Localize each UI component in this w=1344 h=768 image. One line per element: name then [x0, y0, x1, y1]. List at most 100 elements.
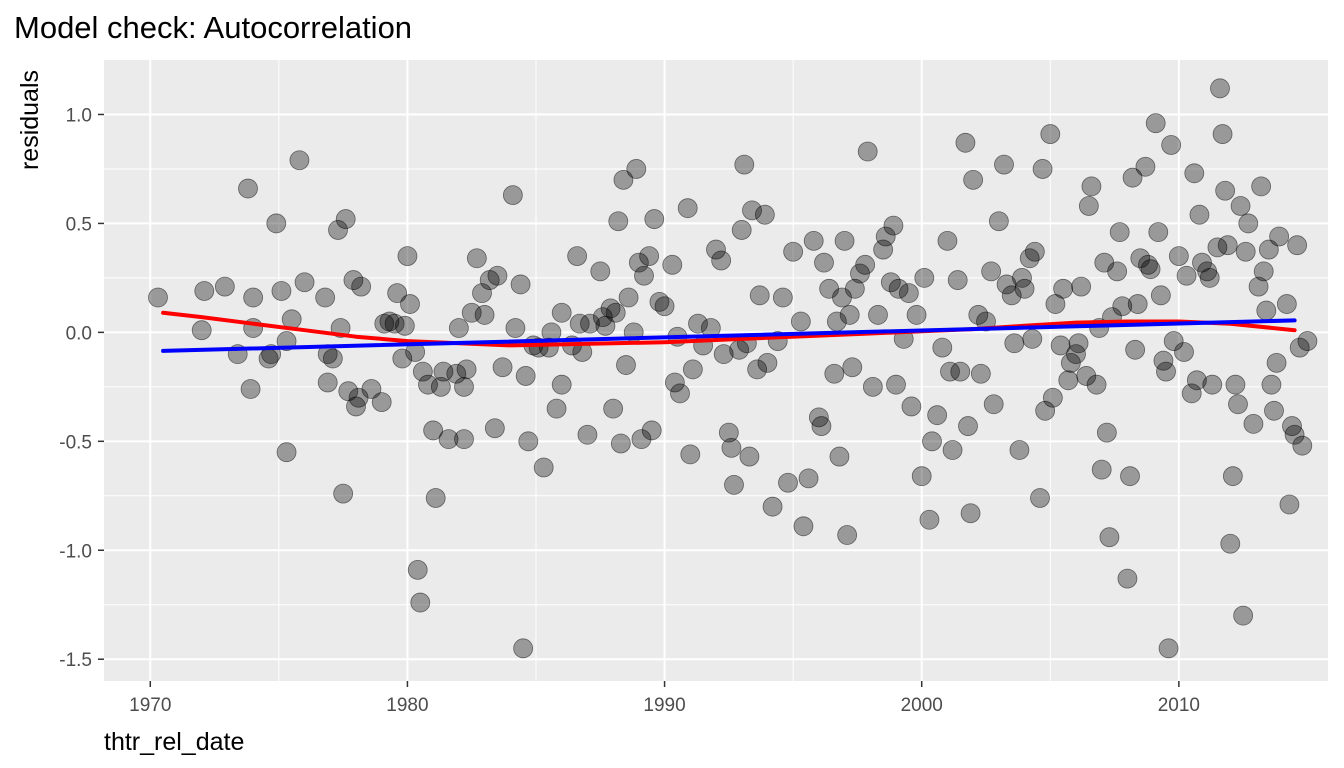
data-point: [747, 359, 768, 380]
data-point: [240, 379, 261, 399]
data-point: [1156, 361, 1176, 382]
data-point: [958, 416, 978, 436]
data-point: [1243, 413, 1264, 434]
y-tick-label: -1.0: [59, 541, 92, 562]
data-point: [749, 285, 770, 306]
data-point: [446, 363, 467, 384]
data-point: [1145, 113, 1166, 134]
data-point: [387, 283, 408, 304]
data-point: [1117, 568, 1138, 589]
data-point: [937, 230, 958, 251]
data-point: [1202, 374, 1223, 395]
data-point: [384, 313, 405, 334]
data-point: [1279, 494, 1300, 515]
data-point: [711, 250, 732, 271]
x-tick-label: 1990: [643, 695, 685, 716]
data-point: [634, 265, 654, 286]
x-axis-title: thtr_rel_date: [104, 728, 244, 756]
data-point: [754, 204, 775, 225]
data-point: [1107, 261, 1128, 282]
data-point: [1014, 278, 1035, 299]
data-point: [713, 344, 734, 365]
data-point: [592, 307, 613, 328]
data-point: [1150, 285, 1171, 306]
data-point: [423, 420, 444, 441]
data-point: [983, 394, 1004, 415]
data-point: [762, 496, 783, 517]
data-point: [844, 278, 865, 299]
data-point: [1215, 180, 1236, 201]
data-point: [808, 407, 829, 428]
data-point: [1207, 237, 1228, 258]
data-point: [510, 274, 531, 295]
data-point: [1161, 135, 1182, 155]
data-point: [1086, 374, 1107, 395]
data-point: [644, 209, 665, 229]
data-point: [906, 305, 927, 325]
data-point: [1238, 213, 1259, 234]
data-point: [276, 442, 297, 463]
data-point: [605, 302, 626, 323]
y-tick-label: 0.0: [66, 323, 92, 344]
data-point: [842, 357, 863, 378]
data-point: [988, 211, 1009, 232]
y-tick-label: 0.5: [66, 214, 92, 235]
data-point: [1261, 374, 1282, 395]
data-point: [425, 488, 446, 508]
data-point: [868, 305, 888, 325]
data-point: [940, 361, 960, 382]
data-point: [1125, 339, 1146, 360]
loess-line: [161, 310, 1297, 348]
data-point: [688, 313, 708, 334]
data-point: [772, 287, 793, 308]
data-point: [1001, 285, 1022, 306]
chart-title: Model check: Autocorrelation: [14, 10, 413, 45]
data-point: [968, 305, 989, 325]
data-point: [472, 283, 492, 304]
data-point: [1022, 329, 1043, 349]
data-point: [914, 267, 935, 288]
data-point: [335, 209, 356, 229]
data-point: [343, 270, 364, 290]
data-point: [610, 433, 631, 454]
data-point: [533, 457, 554, 478]
data-point: [898, 283, 919, 304]
data-point: [824, 363, 845, 384]
axis-ticks: [98, 113, 1180, 687]
data-point: [580, 313, 600, 334]
data-point: [670, 383, 690, 404]
data-point: [191, 320, 212, 341]
data-point: [811, 416, 832, 436]
data-point: [194, 281, 215, 301]
data-point: [783, 241, 804, 262]
y-axis-title: residuals: [16, 70, 44, 170]
data-point: [1078, 196, 1099, 216]
data-point: [551, 374, 572, 395]
data-point: [1276, 294, 1297, 314]
data-point: [1109, 222, 1130, 243]
data-point: [922, 431, 942, 452]
y-tick-label: -0.5: [59, 432, 92, 453]
data-point: [379, 311, 400, 332]
data-point: [855, 254, 876, 275]
data-point: [1035, 400, 1056, 421]
data-point: [618, 287, 639, 308]
data-point: [731, 220, 752, 240]
data-point: [1222, 466, 1243, 487]
data-point: [1040, 124, 1061, 144]
data-point: [1256, 300, 1277, 321]
data-point: [1284, 424, 1305, 445]
data-point: [328, 220, 348, 240]
data-point: [955, 132, 976, 153]
data-point: [333, 483, 354, 504]
data-point: [1181, 383, 1202, 404]
data-point: [1168, 246, 1189, 267]
data-point: [1099, 527, 1120, 548]
data-point: [1032, 159, 1053, 179]
data-point: [513, 638, 534, 659]
data-point: [1297, 331, 1318, 351]
data-point: [641, 420, 662, 441]
data-point: [626, 159, 647, 179]
